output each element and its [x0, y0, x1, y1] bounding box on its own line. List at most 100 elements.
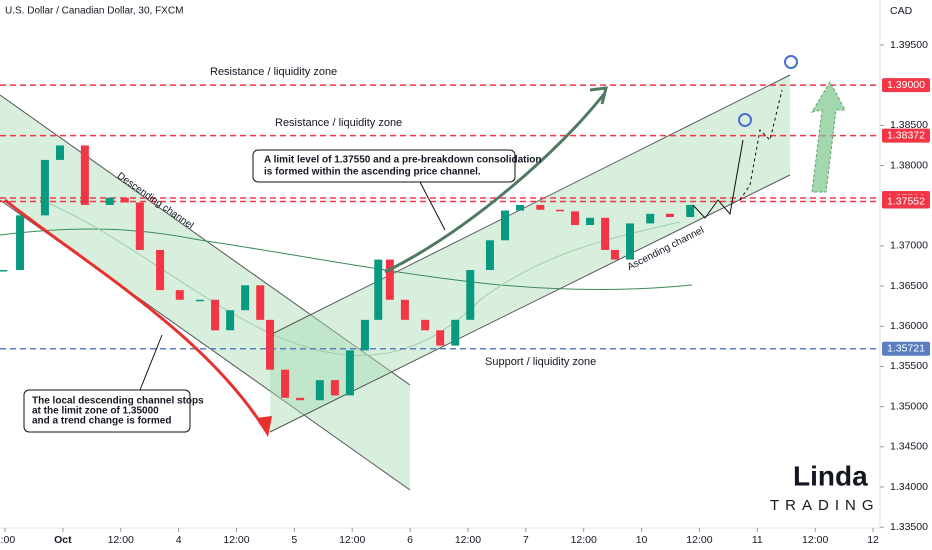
- candle: [665, 213, 674, 217]
- y-axis-label: CAD: [890, 5, 913, 17]
- candle: [281, 369, 290, 398]
- x-tick-label: 12:00: [571, 534, 597, 546]
- channel-line: [0, 94, 411, 386]
- y-tick-label: 1.38500: [890, 119, 928, 131]
- x-tick-label: 12:00: [802, 534, 828, 546]
- channel-line: [269, 174, 791, 433]
- annotation: Resistance / liquidity zone: [275, 117, 402, 129]
- candle: [385, 259, 394, 300]
- moving-average: [0, 228, 693, 291]
- x-tick-label: Oct: [54, 534, 72, 546]
- channel-line: [269, 74, 791, 336]
- x-tick-label: 11: [752, 534, 763, 546]
- x-tick-label: 7: [523, 534, 529, 546]
- candle: [256, 285, 265, 320]
- y-tick-label: 1.38000: [890, 159, 928, 171]
- level-label: 1.35721: [887, 342, 925, 354]
- x-tick-label: 12: [867, 534, 879, 546]
- candle: [55, 145, 64, 160]
- x-tick-label: 12:00: [108, 534, 134, 546]
- candle: [646, 213, 655, 224]
- x-tick-label: 6: [407, 534, 413, 546]
- candle: [196, 299, 205, 302]
- candle: [175, 290, 184, 300]
- arrow-head: [589, 86, 608, 105]
- y-tick-label: 1.35000: [890, 400, 928, 412]
- candle: [686, 204, 695, 217]
- annotation: Support / liquidity zone: [485, 356, 596, 368]
- y-tick-label: 1.36000: [890, 320, 928, 332]
- candle: [586, 217, 595, 226]
- candle: [0, 270, 8, 272]
- candle: [501, 210, 509, 241]
- candle: [135, 202, 144, 250]
- candle: [626, 223, 634, 260]
- candle: [345, 350, 354, 396]
- x-tick-label: 12:00: [339, 534, 365, 546]
- y-tick-label: 1.37000: [890, 240, 928, 252]
- callout-pointer: [419, 181, 446, 231]
- red-arrow: [4, 198, 264, 426]
- level-label: 1.37552: [887, 195, 925, 207]
- target-icon: [738, 113, 752, 127]
- candle: [421, 319, 430, 331]
- candle: [40, 159, 49, 216]
- x-tick-label: 2:00: [0, 534, 15, 546]
- candle: [555, 209, 564, 212]
- candle: [241, 285, 250, 311]
- candle: [296, 397, 305, 401]
- candle: [80, 145, 89, 205]
- candle: [105, 197, 114, 205]
- level-label-bg: [882, 128, 930, 143]
- logo-sub: TRADING: [770, 497, 880, 514]
- y-tick-label: 1.34000: [890, 481, 928, 493]
- candle: [16, 215, 25, 271]
- projection-path: [692, 139, 744, 219]
- callout-text: The local descending channel stops: [32, 396, 204, 407]
- x-tick-label: 12:00: [455, 534, 481, 546]
- y-tick-label: 1.34500: [890, 441, 928, 453]
- candle: [466, 270, 475, 320]
- x-tick-label: 10: [636, 534, 648, 546]
- candle: [601, 217, 610, 250]
- candle: [451, 319, 460, 346]
- candle: [516, 204, 525, 211]
- candle: [400, 299, 409, 320]
- candle: [330, 380, 339, 396]
- descending-channel-fill: [0, 95, 410, 490]
- candle: [436, 330, 445, 346]
- moving-average: [39, 199, 681, 357]
- logo-brand: Linda: [793, 460, 868, 491]
- y-tick-label: 1.36500: [890, 280, 928, 292]
- candle: [156, 249, 165, 291]
- x-tick-label: 5: [291, 534, 297, 546]
- callout-text: is formed within the ascending price cha…: [264, 167, 481, 178]
- y-tick-label: 1.35500: [890, 360, 928, 372]
- candle: [610, 249, 619, 260]
- y-tick-label: 1.33500: [890, 521, 928, 533]
- candle: [226, 310, 235, 331]
- callout-text: and a trend change is formed: [32, 416, 171, 427]
- arrow-head: [256, 416, 272, 437]
- candle: [485, 240, 494, 271]
- candle: [374, 259, 383, 320]
- level-label-bg: [882, 341, 930, 356]
- level-label: 1.38372: [887, 129, 925, 141]
- level-label: 1.39000: [887, 79, 925, 91]
- level-label-bg: [882, 78, 930, 93]
- x-tick-label: 4: [176, 534, 182, 546]
- candle: [360, 319, 369, 351]
- projection-path: [739, 89, 783, 201]
- callout-box: [23, 389, 191, 433]
- target-arrow: [810, 80, 846, 193]
- candle: [120, 197, 129, 203]
- candle: [266, 319, 275, 370]
- callout-text: at the limit zone of 1.35000: [32, 406, 159, 417]
- candle: [536, 204, 545, 210]
- callout-box: [252, 149, 516, 183]
- target-icon: [784, 55, 798, 69]
- y-tick-label: 1.39500: [890, 39, 928, 51]
